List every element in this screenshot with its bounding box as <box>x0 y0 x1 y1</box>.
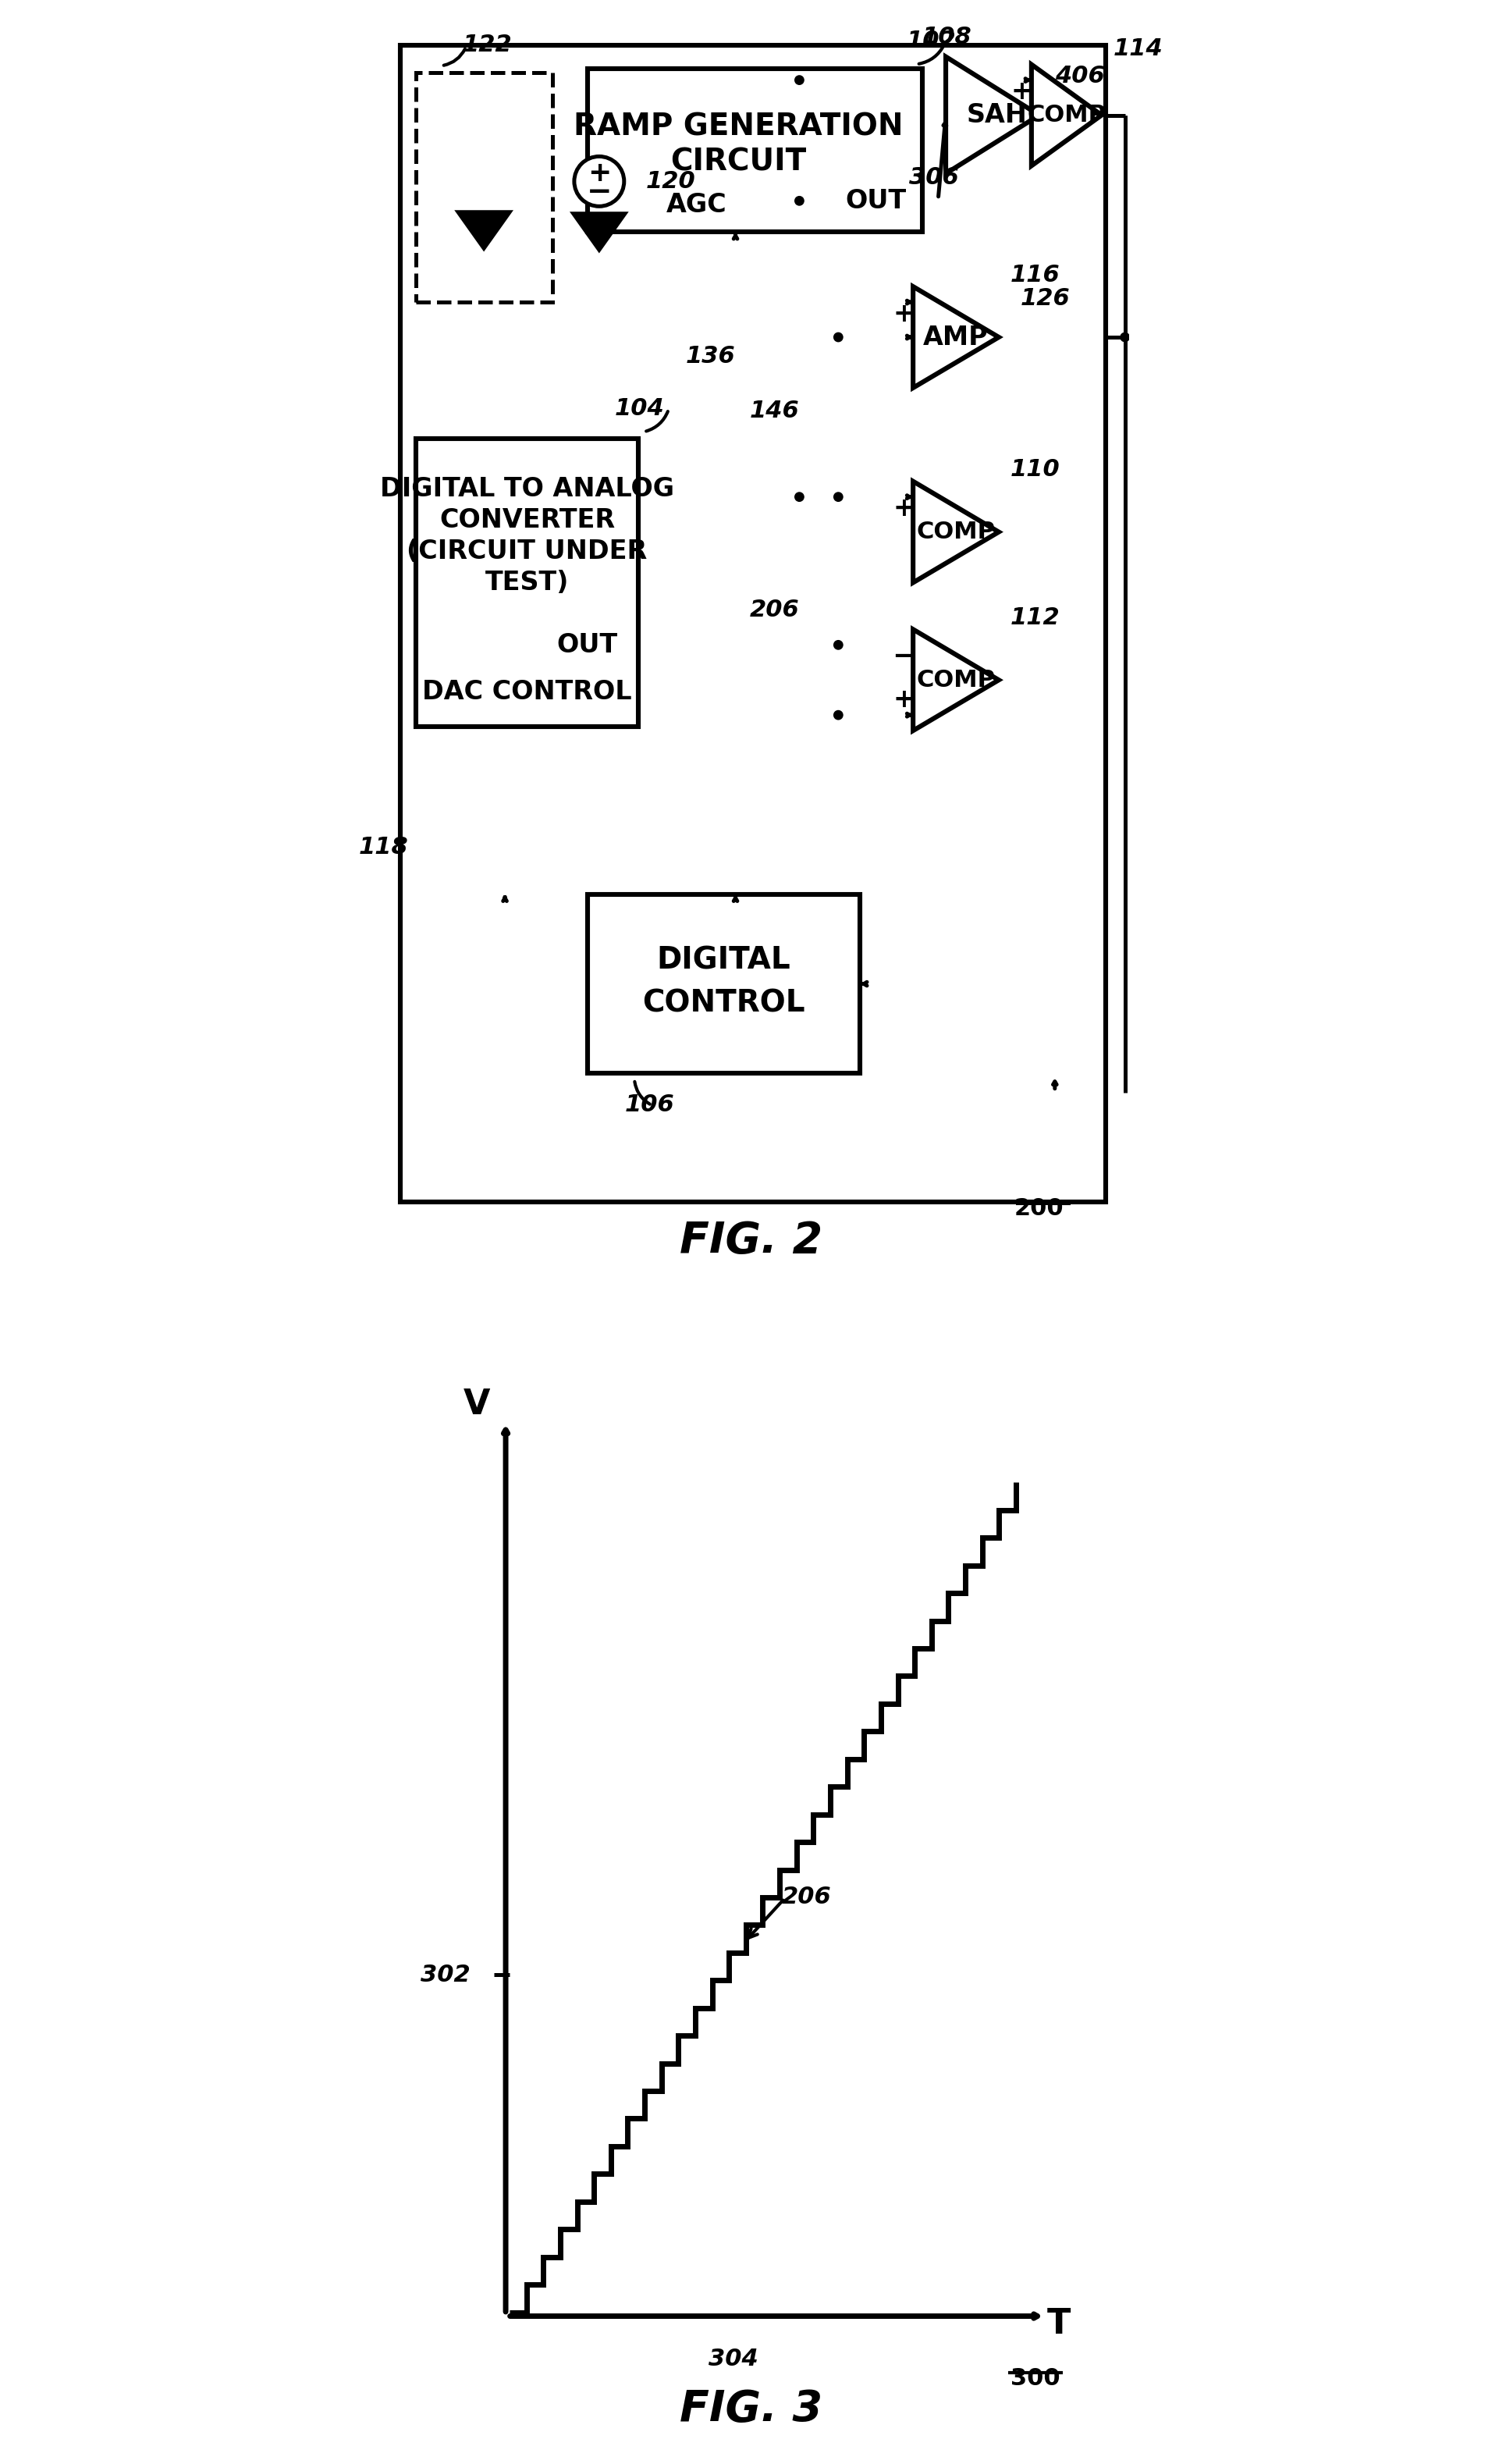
Text: 120: 120 <box>646 170 696 192</box>
Bar <box>416 71 553 303</box>
Text: FIG. 3: FIG. 3 <box>679 2388 822 2430</box>
Text: 302: 302 <box>420 1964 471 1986</box>
Text: 116: 116 <box>1011 264 1060 286</box>
Text: 406: 406 <box>1054 64 1104 89</box>
Text: OUT: OUT <box>845 187 907 214</box>
Text: 104: 104 <box>614 397 664 421</box>
Text: 110: 110 <box>1011 458 1060 480</box>
Circle shape <box>1120 333 1130 340</box>
Text: COMP: COMP <box>1027 103 1105 126</box>
Bar <box>587 894 860 1074</box>
Text: −: − <box>586 177 611 207</box>
Polygon shape <box>913 628 998 732</box>
Text: 114: 114 <box>1113 37 1163 59</box>
Text: 106: 106 <box>625 1094 675 1116</box>
Text: 112: 112 <box>1011 606 1060 628</box>
Bar <box>416 439 639 727</box>
Text: FIG. 2: FIG. 2 <box>679 1220 822 1262</box>
Text: 300: 300 <box>1011 2368 1060 2390</box>
Bar <box>587 69 922 232</box>
Text: 126: 126 <box>1021 286 1071 310</box>
Text: T: T <box>1047 2306 1071 2341</box>
Text: TEST): TEST) <box>485 569 569 596</box>
Text: 206: 206 <box>782 1885 831 1907</box>
Text: (CIRCUIT UNDER: (CIRCUIT UNDER <box>407 540 648 564</box>
Text: 122: 122 <box>462 34 512 57</box>
Text: 306: 306 <box>910 165 959 190</box>
Circle shape <box>834 712 842 719</box>
Text: +: + <box>893 301 914 328</box>
Text: 206: 206 <box>750 599 800 621</box>
Text: DIGITAL: DIGITAL <box>657 946 791 976</box>
Text: COMP: COMP <box>917 668 995 692</box>
Text: DAC CONTROL: DAC CONTROL <box>422 678 633 705</box>
Polygon shape <box>1032 64 1101 165</box>
Text: +: + <box>893 495 914 522</box>
Text: DIGITAL TO ANALOG: DIGITAL TO ANALOG <box>380 476 675 503</box>
Text: 146: 146 <box>750 399 800 421</box>
Polygon shape <box>913 480 998 582</box>
Text: 304: 304 <box>708 2348 758 2370</box>
Text: CIRCUIT: CIRCUIT <box>670 148 806 177</box>
Circle shape <box>834 493 842 500</box>
Text: 118: 118 <box>358 835 408 860</box>
Polygon shape <box>459 212 509 246</box>
Circle shape <box>795 493 803 500</box>
Text: +: + <box>893 687 914 712</box>
Text: CONVERTER: CONVERTER <box>440 508 614 532</box>
Circle shape <box>834 333 842 340</box>
Text: 108: 108 <box>922 27 973 49</box>
Circle shape <box>795 76 803 84</box>
Circle shape <box>574 155 623 207</box>
Polygon shape <box>574 214 623 249</box>
Circle shape <box>795 197 803 205</box>
Text: 136: 136 <box>685 345 735 367</box>
Circle shape <box>834 641 842 648</box>
Text: 102: 102 <box>907 30 956 52</box>
Polygon shape <box>913 286 998 387</box>
Text: SAH: SAH <box>967 103 1027 128</box>
Text: AGC: AGC <box>666 192 727 217</box>
Text: +: + <box>1011 79 1033 103</box>
Text: OUT: OUT <box>557 633 617 658</box>
Text: RAMP GENERATION: RAMP GENERATION <box>574 111 904 140</box>
Text: −: − <box>892 643 916 670</box>
Text: COMP: COMP <box>917 520 995 542</box>
Text: CONTROL: CONTROL <box>643 988 806 1018</box>
Polygon shape <box>946 57 1039 172</box>
Text: V: V <box>464 1387 489 1422</box>
Text: 200: 200 <box>1015 1198 1065 1220</box>
Text: +: + <box>587 160 611 187</box>
Bar <box>401 44 1105 1202</box>
Text: AMP: AMP <box>923 325 988 350</box>
